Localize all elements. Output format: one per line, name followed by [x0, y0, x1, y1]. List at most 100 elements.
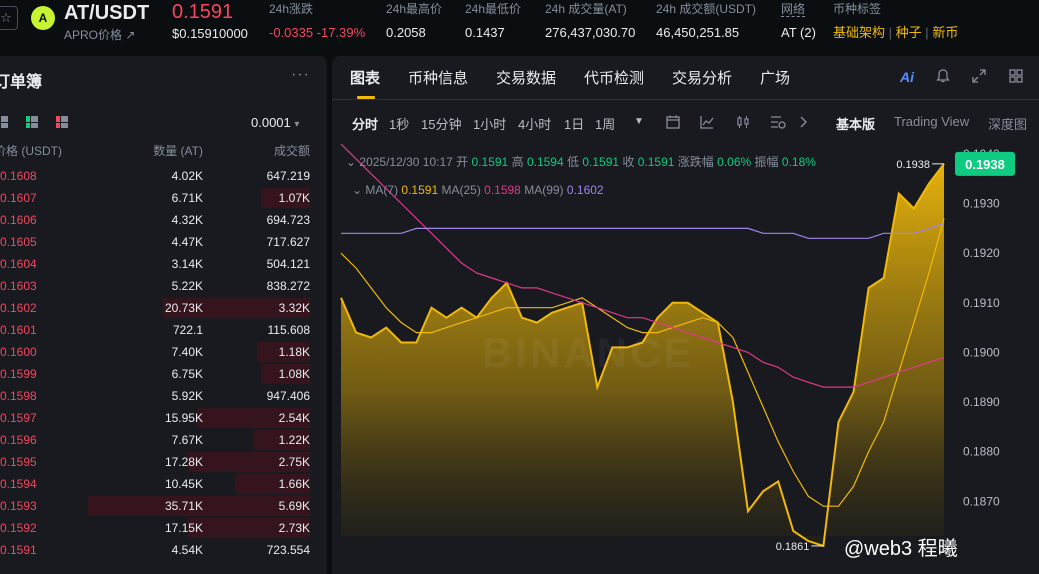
- tag-item[interactable]: 基础架构: [833, 25, 886, 40]
- tick-size-select[interactable]: 0.0001 ▾: [251, 115, 299, 130]
- stat-label: 币种标签: [833, 2, 882, 16]
- tab-coin-info[interactable]: 币种信息: [408, 70, 469, 87]
- interval-line[interactable]: 分时: [352, 117, 379, 132]
- ask-price[interactable]: 0.1600: [0, 345, 37, 359]
- pair-name[interactable]: AT/USDT: [64, 2, 150, 24]
- ask-price[interactable]: 0.1606: [0, 213, 37, 227]
- interval-1w[interactable]: 1周: [595, 117, 616, 132]
- tag-separator: |: [888, 25, 893, 40]
- ask-price[interactable]: 0.1602: [0, 301, 37, 315]
- tab-token-check[interactable]: 代币检测: [584, 70, 645, 87]
- candle-type-icon[interactable]: [735, 114, 751, 134]
- ask-row[interactable]: 0.1601 722.1 115.608: [0, 319, 327, 341]
- view-depth[interactable]: 深度图: [988, 117, 1028, 132]
- ask-row[interactable]: 0.1604 3.14K 504.121: [0, 253, 327, 275]
- ask-row[interactable]: 0.1608 4.02K 647.219: [0, 165, 327, 187]
- ask-price[interactable]: 0.1608: [0, 169, 37, 183]
- depth-bar: [188, 518, 310, 538]
- ask-price[interactable]: 0.1592: [0, 521, 37, 535]
- interval-1d[interactable]: 1日: [564, 117, 585, 132]
- view-both-icon[interactable]: [0, 116, 8, 128]
- ask-row[interactable]: 0.1598 5.92K 947.406: [0, 385, 327, 407]
- ask-row[interactable]: 0.1600 7.40K 1.18K: [0, 341, 327, 363]
- ask-total: 504.121: [266, 257, 310, 271]
- tab-square[interactable]: 广场: [760, 70, 791, 87]
- ask-row[interactable]: 0.1605 4.47K 717.627: [0, 231, 327, 253]
- ask-price[interactable]: 0.1597: [0, 411, 37, 425]
- external-link-icon[interactable]: ↗: [125, 28, 136, 42]
- author-credit: @web3 程曦: [844, 538, 958, 560]
- view-asks-icon[interactable]: [56, 116, 68, 128]
- expand-icon[interactable]: [970, 68, 988, 86]
- chevron-right-icon[interactable]: [798, 114, 808, 134]
- ask-row[interactable]: 0.1603 5.22K 838.272: [0, 275, 327, 297]
- open-value: 0.1591: [471, 155, 509, 169]
- interval-1s[interactable]: 1秒: [389, 117, 410, 132]
- ma99-value: 0.1602: [566, 183, 604, 197]
- ask-price[interactable]: 0.1607: [0, 191, 37, 205]
- ask-price[interactable]: 0.1591: [0, 543, 37, 557]
- price-chart-svg[interactable]: 0.19400.19300.19200.19100.19000.18900.18…: [332, 143, 1039, 574]
- ask-row[interactable]: 0.1602 20.73K 3.32K: [0, 297, 327, 319]
- stat-value[interactable]: AT (2): [781, 25, 816, 40]
- ask-row[interactable]: 0.1599 6.75K 1.08K: [0, 363, 327, 385]
- ai-icon[interactable]: Ai: [900, 69, 914, 85]
- low-label: 低: [566, 155, 579, 169]
- ask-price[interactable]: 0.1594: [0, 477, 37, 491]
- price-chart[interactable]: 0.19400.19300.19200.19100.19000.18900.18…: [332, 143, 1039, 574]
- ma7-value: 0.1591: [401, 183, 439, 197]
- ask-price[interactable]: 0.1605: [0, 235, 37, 249]
- ask-price[interactable]: 0.1603: [0, 279, 37, 293]
- chevron-down-icon[interactable]: ▾: [294, 119, 300, 130]
- tick-size-value[interactable]: 0.0001: [251, 115, 291, 130]
- ask-total: 694.723: [266, 213, 310, 227]
- ask-amount: 4.54K: [171, 543, 203, 557]
- bell-icon[interactable]: [934, 68, 952, 86]
- ask-price[interactable]: 0.1595: [0, 455, 37, 469]
- ask-row[interactable]: 0.1594 10.45K 1.66K: [0, 473, 327, 495]
- ask-row[interactable]: 0.1607 6.71K 1.07K: [0, 187, 327, 209]
- settings-icon[interactable]: [769, 114, 787, 134]
- tab-trade-analysis[interactable]: 交易分析: [672, 70, 733, 87]
- ask-price[interactable]: 0.1593: [0, 499, 37, 513]
- stat-label: 24h最高价: [386, 2, 443, 16]
- ask-row[interactable]: 0.1593 35.71K 5.69K: [0, 495, 327, 517]
- calendar-icon[interactable]: [665, 114, 681, 134]
- view-basic[interactable]: 基本版: [836, 117, 876, 132]
- ask-row[interactable]: 0.1592 17.15K 2.73K: [0, 517, 327, 539]
- more-options-icon[interactable]: ···: [291, 66, 310, 83]
- coin-price-label[interactable]: APRO价格: [64, 28, 123, 42]
- ask-row[interactable]: 0.1591 4.54K 723.554: [0, 539, 327, 561]
- ask-price[interactable]: 0.1596: [0, 433, 37, 447]
- ask-row[interactable]: 0.1595 17.28K 2.75K: [0, 451, 327, 473]
- tab-trading-data[interactable]: 交易数据: [496, 70, 557, 87]
- view-bids-icon[interactable]: [26, 116, 38, 128]
- ask-price[interactable]: 0.1598: [0, 389, 37, 403]
- ask-price[interactable]: 0.1599: [0, 367, 37, 381]
- binance-watermark: BINANCE: [482, 329, 695, 376]
- ask-price[interactable]: 0.1604: [0, 257, 37, 271]
- indicator-icon[interactable]: [699, 114, 715, 134]
- coin-price-link[interactable]: APRO价格 ↗: [64, 26, 135, 43]
- interval-4h[interactable]: 4小时: [518, 117, 552, 132]
- interval-more-icon[interactable]: ▼: [634, 116, 644, 127]
- interval-15m[interactable]: 15分钟: [421, 117, 462, 132]
- view-tradingview[interactable]: Trading View: [894, 114, 970, 129]
- collapse-icon[interactable]: ⌄: [346, 155, 357, 169]
- tag-item[interactable]: 新币: [932, 25, 959, 40]
- collapse-icon[interactable]: ⌄: [352, 183, 363, 197]
- price-axis-tick: 0.1870: [963, 494, 1000, 508]
- stat-label[interactable]: 网络: [781, 2, 806, 17]
- tag-item[interactable]: 种子: [895, 25, 922, 40]
- ohlc-info-line: ⌄ 2025/12/30 10:17 开 0.1591 高 0.1594 低 0…: [346, 153, 816, 170]
- layout-grid-icon[interactable]: [1007, 68, 1025, 86]
- interval-1h[interactable]: 1小时: [473, 117, 507, 132]
- tab-chart[interactable]: 图表: [350, 70, 381, 87]
- col-price: 价格 (USDT): [0, 144, 62, 158]
- ask-row[interactable]: 0.1606 4.32K 694.723: [0, 209, 327, 231]
- favorite-star-icon[interactable]: ☆: [0, 6, 18, 30]
- ask-price[interactable]: 0.1601: [0, 323, 37, 337]
- ask-row[interactable]: 0.1597 15.95K 2.54K: [0, 407, 327, 429]
- stat-network[interactable]: 网络 AT (2): [781, 0, 816, 42]
- ask-row[interactable]: 0.1596 7.67K 1.22K: [0, 429, 327, 451]
